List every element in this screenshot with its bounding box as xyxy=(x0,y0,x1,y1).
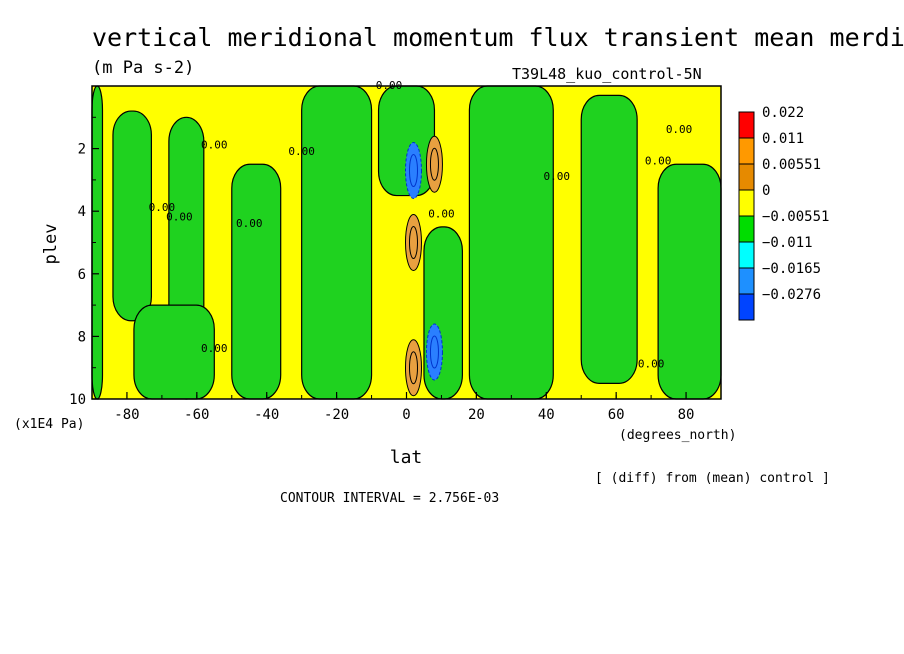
legend-label: 0.022 xyxy=(762,105,804,121)
contour-label-2: 0.00 xyxy=(149,201,176,214)
extremum-inner-2 xyxy=(408,154,418,188)
legend-label: −0.0276 xyxy=(762,287,821,303)
contour-label-12: 0.00 xyxy=(428,207,455,220)
contour-label-8: 0.00 xyxy=(645,154,672,167)
contour-region-10 xyxy=(580,94,638,384)
extremum-1 xyxy=(425,135,443,193)
x-tick-label: -40 xyxy=(254,407,279,423)
contour-label-11: 0.00 xyxy=(638,358,665,371)
color-legend: 0.022 0.011 0.00551 0 −0.00551 −0.011 −0.0165 −… xyxy=(738,105,829,321)
contour-region-5 xyxy=(231,163,282,400)
legend-swatch xyxy=(738,111,755,139)
legend-label: 0 xyxy=(762,183,770,199)
legend-label: −0.0165 xyxy=(762,261,821,277)
extremum-2 xyxy=(404,142,422,200)
extremum-inner-5 xyxy=(429,335,439,369)
footer-note: [ (diff) from (mean) control ] xyxy=(595,471,830,486)
chart-units: (m Pa s-2) xyxy=(92,58,194,78)
y-tick-label: 6 xyxy=(78,267,86,283)
x-tick-label: 80 xyxy=(678,407,695,423)
legend-swatch xyxy=(738,163,755,191)
x-axis-label: lat xyxy=(390,447,423,468)
legend-label: 0.00551 xyxy=(762,157,821,173)
legend-swatch xyxy=(738,189,755,217)
run-label: T39L48_kuo_control-5N xyxy=(512,65,702,83)
extremum-inner-4 xyxy=(408,351,418,385)
contour-label-10: 0.00 xyxy=(201,342,228,355)
legend-swatch xyxy=(738,267,755,295)
legend-swatch xyxy=(738,215,755,243)
legend-swatch xyxy=(738,137,755,165)
x-tick-label: -60 xyxy=(184,407,209,423)
x-tick-label: -20 xyxy=(324,407,349,423)
y-axis-label: plev xyxy=(41,224,61,265)
contour-label-4: 0.00 xyxy=(236,217,263,230)
x-unit-label: (degrees_north) xyxy=(619,428,736,443)
extremum-5 xyxy=(425,323,443,381)
contour-interval: CONTOUR INTERVAL = 2.756E-03 xyxy=(280,491,499,506)
contour-region-11 xyxy=(657,163,722,400)
contour-label-3: 0.00 xyxy=(166,211,193,224)
x-tick-label: -80 xyxy=(114,407,139,423)
y-tick-label: 8 xyxy=(78,329,86,345)
x-tick-label: 60 xyxy=(608,407,625,423)
contour-label-6: 0.00 xyxy=(288,145,315,158)
contour-label-7: 0.00 xyxy=(544,170,571,183)
extremum-3 xyxy=(404,214,422,271)
y-unit-label: (x1E4 Pa) xyxy=(14,417,84,432)
legend-label: −0.00551 xyxy=(762,209,829,225)
legend-label: 0.011 xyxy=(762,131,804,147)
legend-swatch xyxy=(738,241,755,269)
contour-region-9 xyxy=(468,85,554,400)
y-tick-label: 2 xyxy=(78,142,86,158)
contour-region-2 xyxy=(112,110,153,322)
x-tick-label: 20 xyxy=(468,407,485,423)
y-tick-label: 10 xyxy=(69,392,86,408)
contour-label-5: 0.00 xyxy=(201,139,228,152)
extremum-4 xyxy=(404,339,422,397)
contour-label-9: 0.00 xyxy=(666,123,693,136)
y-tick-label: 4 xyxy=(78,204,86,220)
chart-title: vertical meridional momentum flux transi… xyxy=(92,23,904,52)
extremum-inner-3 xyxy=(408,226,418,259)
plot-area: 0.000.000.00 0.000.00 0.000.000.000.000.00… xyxy=(69,79,722,423)
legend-swatch xyxy=(738,293,755,321)
x-tick-label: 40 xyxy=(538,407,555,423)
x-tick-label: 0 xyxy=(402,407,410,423)
contour-region-6 xyxy=(301,85,373,400)
extremum-inner-1 xyxy=(429,147,439,181)
legend-label: −0.011 xyxy=(762,235,813,251)
